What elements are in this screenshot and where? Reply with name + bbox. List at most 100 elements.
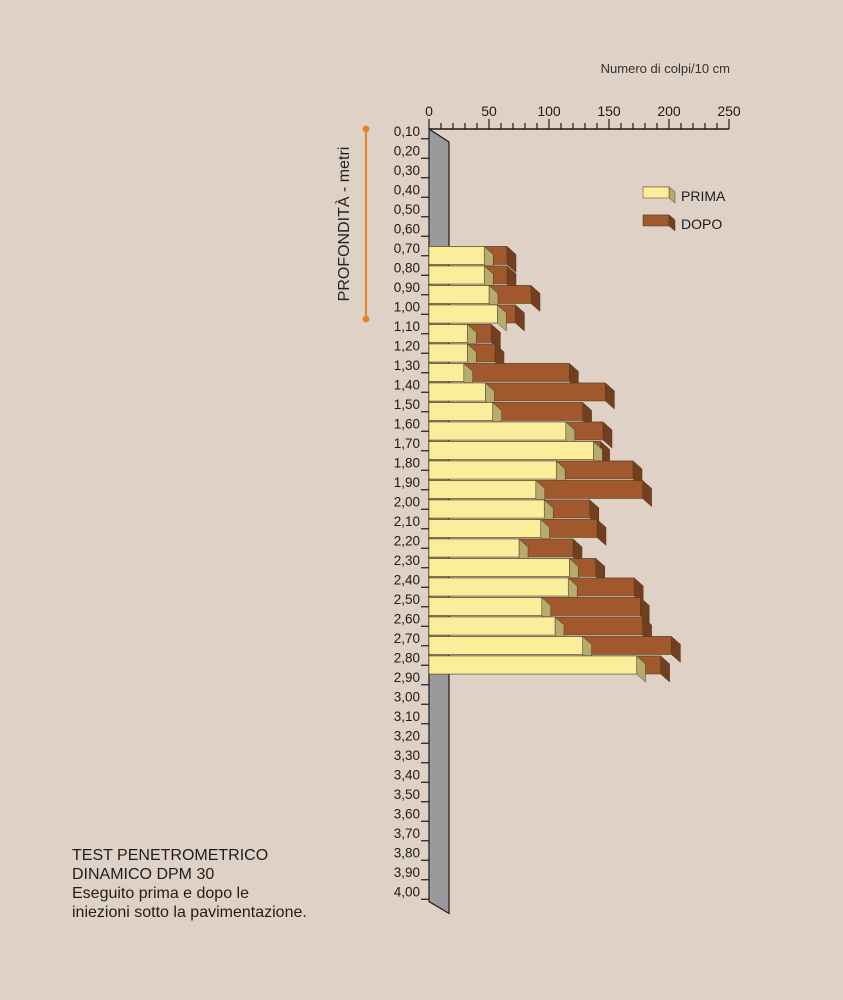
legend-swatch [642, 214, 670, 227]
legend-item-prima: PRIMA [642, 186, 726, 204]
y-axis-title-group: PROFONDITÀ - metri [334, 125, 370, 323]
depth-tick-label: 2,10 [394, 514, 420, 529]
caption-line-4: iniezioni sotto la pavimentazione. [72, 904, 307, 921]
depth-tick-label: 3,20 [394, 728, 420, 743]
x-tick-label: 200 [657, 103, 681, 119]
bar-prima-2,80 [428, 655, 647, 683]
bar-prima-2,40-front [428, 577, 569, 597]
bar-prima-0,80-front [428, 265, 485, 285]
bar-dopo-2,70-side [671, 635, 681, 664]
bar-prima-1,80-front [428, 460, 557, 480]
bar-prima-1,10-front [428, 324, 468, 343]
x-axis-title: Numero di colpi/10 cm [601, 61, 730, 76]
depth-tick-label: 0,70 [394, 241, 420, 256]
depth-tick-label: 1,30 [394, 358, 420, 373]
bar-prima-0,70 [428, 245, 494, 274]
bar-prima-2,10-front [428, 519, 541, 538]
depth-tick-label: 0,50 [394, 202, 420, 217]
legend-label: DOPO [681, 216, 722, 232]
depth-tick-label: 0,60 [394, 221, 420, 236]
bar-dopo-1,60-side [602, 421, 613, 449]
depth-tick-label: 1,90 [394, 475, 420, 490]
bar-dopo-1,40-side [605, 382, 615, 410]
x-tick-label: 50 [481, 103, 497, 119]
depth-tick-label: 3,50 [394, 787, 420, 802]
bar-prima-1,50-front [428, 402, 493, 421]
depth-tick-label: 2,90 [394, 670, 420, 685]
bar-dopo-1,00-side [515, 304, 525, 332]
depth-axis: 0,10 0,20 0,30 0,40 0,50 0,60 0,70 0,80 0,90 1,00… [394, 124, 429, 900]
depth-tick-label: 2,70 [394, 631, 420, 646]
bar-prima-1,60-front [428, 421, 567, 441]
depth-tick-label: 3,60 [394, 806, 420, 821]
bar-prima-2,30-front [428, 558, 570, 577]
bar-prima-1,30-front [428, 363, 465, 382]
y-axis-title: PROFONDITÀ - metri [334, 147, 353, 302]
bar-series [428, 245, 682, 683]
depth-tick-label: 3,40 [394, 767, 420, 782]
depth-tick-label: 0,40 [394, 182, 420, 197]
depth-tick-label: 0,20 [394, 143, 420, 158]
depth-tick-label: 1,70 [394, 436, 420, 451]
bar-prima-2,70-front [428, 636, 583, 655]
depth-tick-label: 0,30 [394, 163, 420, 178]
bar-prima-2,80-front [428, 655, 637, 675]
bar-prima-1,00 [428, 304, 508, 332]
bar-dopo-2,10-side [596, 518, 607, 547]
bar-prima-1,40-front [428, 382, 486, 402]
x-tick-label: 250 [717, 103, 741, 119]
caption-line-3: Eseguito prima e dopo le [72, 885, 249, 902]
bar-prima-1,00-front [428, 304, 498, 324]
y-axis-title-bracket-end-top [362, 125, 370, 133]
depth-tick-label: 3,30 [394, 748, 420, 763]
bar-prima-2,10 [428, 518, 551, 547]
depth-tick-label: 4,00 [394, 884, 420, 899]
depth-tick-label: 1,10 [394, 319, 420, 334]
depth-tick-label: 1,20 [394, 338, 420, 353]
bar-prima-1,90-front [428, 480, 537, 499]
bar-prima-0,80 [428, 265, 494, 293]
bar-prima-1,70-front [428, 441, 594, 460]
caption-line-1: TEST PENETROMETRICO [72, 847, 269, 864]
depth-tick-label: 3,00 [394, 689, 420, 704]
bar-prima-2,00-front [428, 499, 545, 519]
bar-prima-2,30 [428, 557, 580, 586]
legend-swatch-side [668, 186, 676, 204]
bar-prima-2,70 [428, 635, 593, 664]
y-axis-title-bracket-end-bottom [362, 315, 370, 323]
bar-prima-0,90 [428, 284, 499, 313]
bar-prima-1,60 [428, 421, 576, 449]
bar-prima-2,50-front [428, 597, 543, 616]
depth-tick-label: 1,80 [394, 455, 420, 470]
bar-prima-2,60-front [428, 616, 556, 636]
depth-tick-label: 1,00 [394, 299, 420, 314]
legend-swatch-side [668, 214, 676, 232]
depth-tick-label: 2,30 [394, 553, 420, 568]
caption-line-2: DINAMICO DPM 30 [72, 866, 215, 883]
depth-tick-label: 1,40 [394, 377, 420, 392]
depth-tick-label: 3,10 [394, 709, 420, 724]
bar-prima-1,70 [428, 440, 604, 469]
bar-prima-2,20 [428, 538, 529, 566]
x-tick-label: 0 [425, 103, 433, 119]
bar-prima-2,20-front [428, 538, 520, 558]
depth-tick-label: 2,40 [394, 572, 420, 587]
depth-tick-label: 2,20 [394, 533, 420, 548]
legend: PRIMA DOPO [642, 186, 726, 232]
depth-tick-label: 3,90 [394, 865, 420, 880]
depth-tick-label: 0,10 [394, 124, 420, 139]
depth-tick-label: 0,80 [394, 260, 420, 275]
legend-swatch [642, 186, 670, 199]
depth-tick-label: 0,90 [394, 280, 420, 295]
depth-tick-label: 1,60 [394, 416, 420, 431]
bar-prima-2,40 [428, 577, 578, 605]
depth-tick-label: 3,80 [394, 845, 420, 860]
depth-tick-label: 3,70 [394, 826, 420, 841]
x-axis: Numero di colpi/10 cm 0 50 100 150 200 250 [425, 61, 741, 130]
bar-prima-0,90-front [428, 285, 490, 304]
bar-prima-1,20-front [428, 343, 468, 363]
depth-tick-label: 2,00 [394, 494, 420, 509]
legend-item-dopo: DOPO [642, 214, 722, 232]
bar-prima-1,80 [428, 460, 566, 488]
